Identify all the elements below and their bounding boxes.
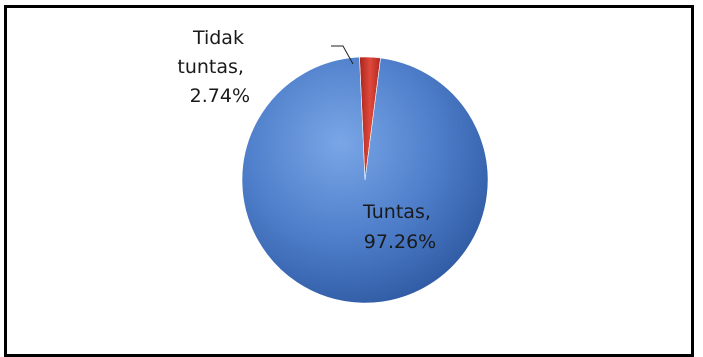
data-label-tuntas: Tuntas, 97.26% — [362, 201, 437, 253]
pie-slice-tuntas — [241, 56, 489, 304]
data-label-tuntas-line1: Tuntas, — [362, 201, 431, 223]
data-label-tidak-tuntas-line3: 2.74% — [190, 85, 250, 107]
pie-slices — [241, 56, 489, 304]
data-label-tidak-tuntas-line2: tuntas, — [177, 56, 244, 78]
data-label-tidak-tuntas: Tidak tuntas, 2.74% — [177, 27, 250, 107]
data-label-tidak-tuntas-line1: Tidak — [192, 27, 244, 49]
data-label-tuntas-line2: 97.26% — [364, 231, 436, 253]
leader-line — [331, 45, 354, 65]
